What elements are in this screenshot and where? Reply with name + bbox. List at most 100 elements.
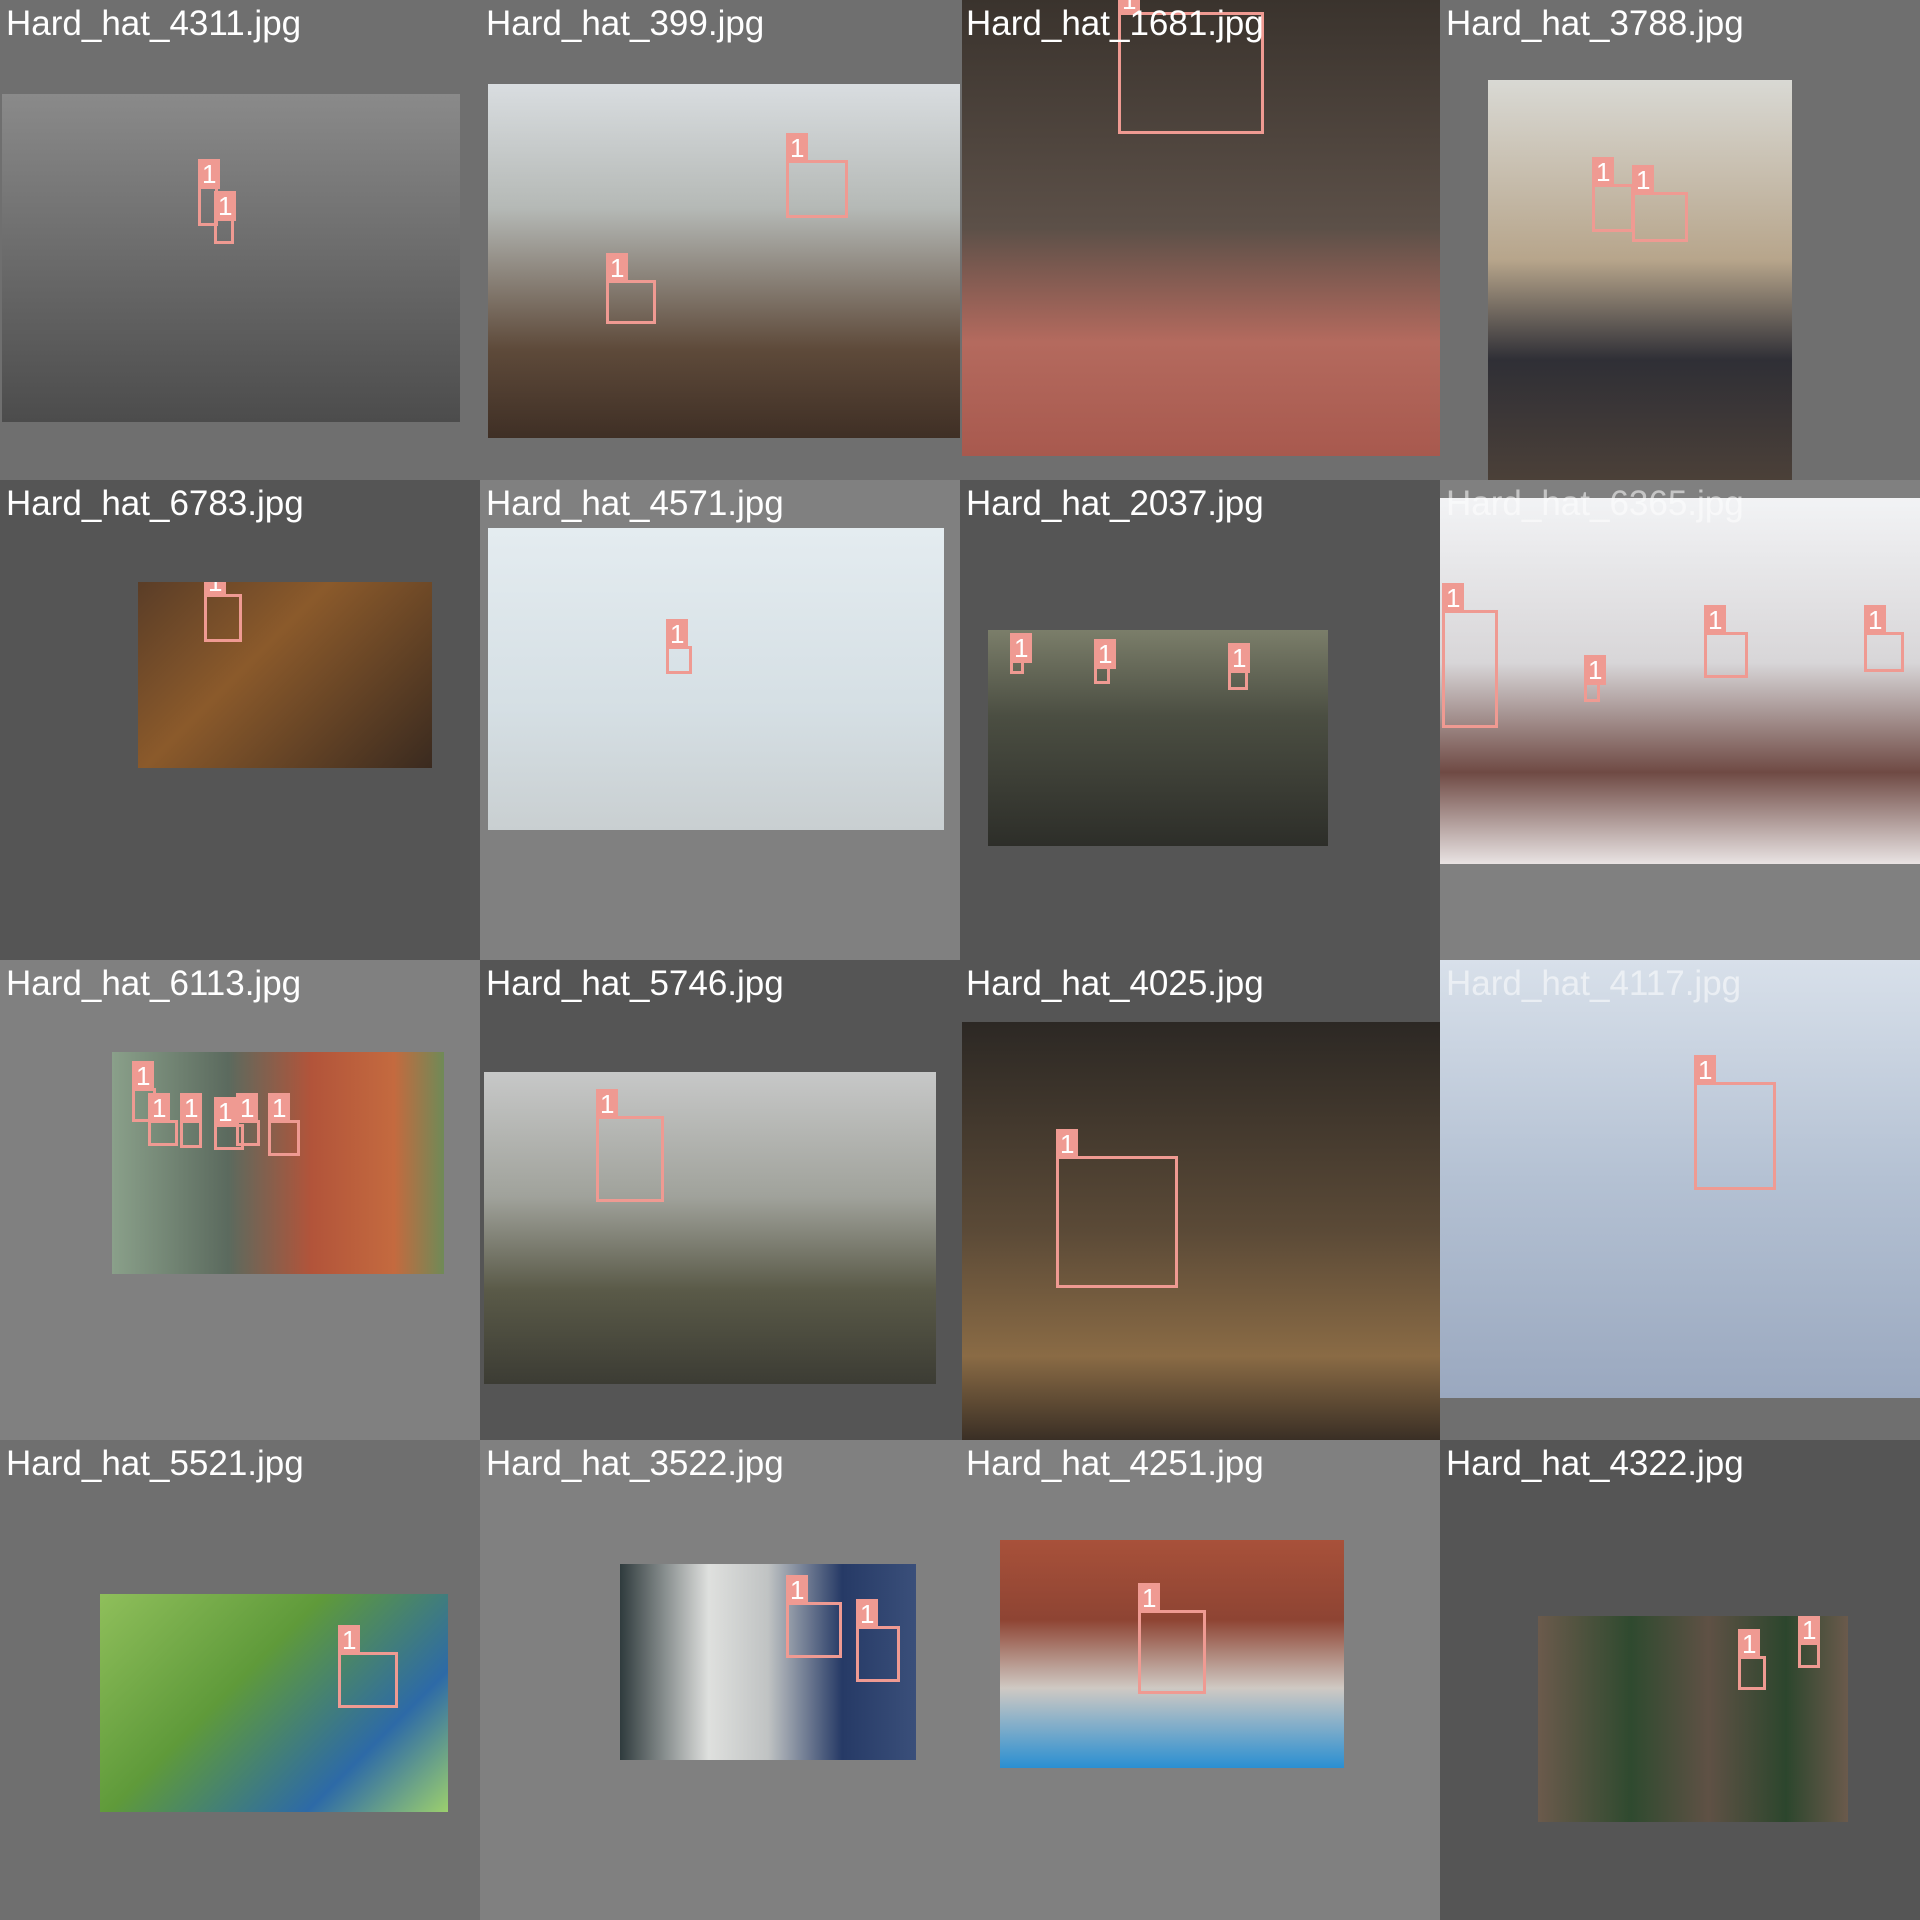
detection-box: 1: [1228, 643, 1251, 690]
tile-filename: Hard_hat_3788.jpg: [1446, 4, 1744, 43]
tile-filename: Hard_hat_399.jpg: [486, 4, 765, 43]
detection-box: 1: [214, 1097, 244, 1150]
detection-label: 1: [1138, 1583, 1161, 1613]
detection-box: 1: [666, 619, 692, 674]
detection-label: 1: [132, 1061, 155, 1091]
grid-tile[interactable]: Hard_hat_4117.jpg 1: [1440, 960, 1920, 1440]
detection-box: 1: [786, 133, 848, 218]
detection-box: 1: [1704, 605, 1748, 678]
tile-filename: Hard_hat_1681.jpg: [966, 4, 1264, 43]
detection-label: 1: [148, 1093, 171, 1123]
detection-box: 1: [1798, 1616, 1821, 1668]
grid-tile[interactable]: Hard_hat_4571.jpg 1: [480, 480, 960, 960]
detection-label: 1: [1118, 0, 1141, 15]
detection-box: 1: [1864, 605, 1904, 672]
tile-photo: 1: [1000, 1540, 1344, 1768]
tile-photo: 1 1 1 1 1 1: [112, 1052, 444, 1274]
detection-label: 1: [606, 253, 629, 283]
grid-tile[interactable]: Hard_hat_5746.jpg 1: [480, 960, 960, 1440]
tile-filename: Hard_hat_4571.jpg: [486, 484, 784, 523]
tile-photo: 1 1: [2, 94, 460, 422]
detection-label: 1: [204, 582, 227, 597]
detection-label: 1: [1228, 643, 1251, 673]
detection-box: 1: [1632, 165, 1688, 242]
tile-filename: Hard_hat_5746.jpg: [486, 964, 784, 1003]
tile-filename: Hard_hat_6365.jpg: [1446, 484, 1744, 523]
detection-box: 1: [596, 1089, 664, 1202]
grid-tile[interactable]: Hard_hat_6783.jpg 1: [0, 480, 480, 960]
detection-label: 1: [1584, 655, 1607, 685]
tile-filename: Hard_hat_4311.jpg: [6, 4, 302, 43]
grid-tile[interactable]: Hard_hat_399.jpg 1 1: [480, 0, 960, 480]
detection-box: 1: [1694, 1055, 1776, 1190]
detection-label: 1: [236, 1093, 259, 1123]
tile-photo: 1: [488, 528, 944, 830]
grid-tile[interactable]: Hard_hat_5521.jpg 1: [0, 1440, 480, 1920]
tile-filename: Hard_hat_6783.jpg: [6, 484, 304, 523]
tile-filename: Hard_hat_4322.jpg: [1446, 1444, 1744, 1483]
detection-box: 1: [1138, 1583, 1206, 1694]
detection-box: 1: [1592, 157, 1634, 232]
tile-photo: 1 1: [620, 1564, 916, 1760]
grid-tile[interactable]: Hard_hat_6113.jpg 1 1 1 1 1 1: [0, 960, 480, 1440]
grid-tile[interactable]: Hard_hat_4251.jpg 1: [960, 1440, 1440, 1920]
tile-filename: Hard_hat_4117.jpg: [1446, 964, 1742, 1003]
detection-label: 1: [198, 159, 221, 189]
tile-photo: 1: [138, 582, 432, 768]
tile-photo: 1 1: [1488, 80, 1792, 480]
tile-filename: Hard_hat_5521.jpg: [6, 1444, 304, 1483]
grid-tile[interactable]: Hard_hat_4311.jpg 1 1: [0, 0, 480, 480]
grid-tile[interactable]: Hard_hat_6365.jpg 1 1 1 1: [1440, 480, 1920, 960]
tile-photo: 1: [100, 1594, 448, 1812]
detection-label: 1: [1694, 1055, 1717, 1085]
tile-photo: 1: [1440, 960, 1920, 1398]
detection-label: 1: [1704, 605, 1727, 635]
detection-label: 1: [596, 1089, 619, 1119]
tile-photo: 1: [962, 1022, 1440, 1440]
detection-label: 1: [666, 619, 689, 649]
detection-box: 1: [1056, 1129, 1178, 1288]
detection-label: 1: [1738, 1629, 1761, 1659]
tile-filename: Hard_hat_2037.jpg: [966, 484, 1264, 523]
detection-box: 1: [1010, 633, 1033, 674]
grid-tile[interactable]: Hard_hat_4322.jpg 1 1: [1440, 1440, 1920, 1920]
detection-box: 1: [148, 1093, 178, 1146]
detection-box: 1: [1442, 583, 1498, 728]
tile-filename: Hard_hat_6113.jpg: [6, 964, 302, 1003]
detection-label: 1: [1798, 1616, 1821, 1645]
grid-tile[interactable]: Hard_hat_1681.jpg 1: [960, 0, 1440, 480]
detection-label: 1: [214, 191, 237, 221]
detection-box: 1: [268, 1093, 300, 1156]
detection-label: 1: [786, 133, 809, 163]
detection-label: 1: [1442, 583, 1465, 613]
detection-label: 1: [786, 1575, 809, 1605]
detection-label: 1: [268, 1093, 291, 1123]
detection-box: 1: [338, 1625, 398, 1708]
detection-box: 1: [236, 1093, 260, 1146]
grid-tile[interactable]: Hard_hat_4025.jpg 1: [960, 960, 1440, 1440]
detection-label: 1: [214, 1097, 237, 1127]
tile-photo: 1: [484, 1072, 936, 1384]
detection-label: 1: [180, 1093, 203, 1123]
tile-filename: Hard_hat_4025.jpg: [966, 964, 1264, 1003]
detection-box: 1: [1094, 639, 1117, 684]
detection-label: 1: [856, 1599, 879, 1629]
grid-tile[interactable]: Hard_hat_3522.jpg 1 1: [480, 1440, 960, 1920]
tile-photo: 1 1 1 1: [1440, 498, 1920, 864]
tile-photo: 1 1 1: [988, 630, 1328, 846]
detection-box: 1: [1584, 655, 1607, 702]
tile-filename: Hard_hat_3522.jpg: [486, 1444, 784, 1483]
detection-label: 1: [1056, 1129, 1079, 1159]
detection-box: 1: [786, 1575, 842, 1658]
detection-label: 1: [1592, 157, 1615, 187]
detection-box: 1: [856, 1599, 900, 1682]
grid-tile[interactable]: Hard_hat_3788.jpg 1 1: [1440, 0, 1920, 480]
detection-box: 1: [180, 1093, 203, 1148]
detection-label: 1: [1864, 605, 1887, 635]
tile-filename: Hard_hat_4251.jpg: [966, 1444, 1264, 1483]
tile-photo: 1 1: [488, 84, 960, 438]
grid-tile[interactable]: Hard_hat_2037.jpg 1 1 1: [960, 480, 1440, 960]
detection-box: 1: [204, 582, 242, 642]
detection-label: 1: [338, 1625, 361, 1655]
